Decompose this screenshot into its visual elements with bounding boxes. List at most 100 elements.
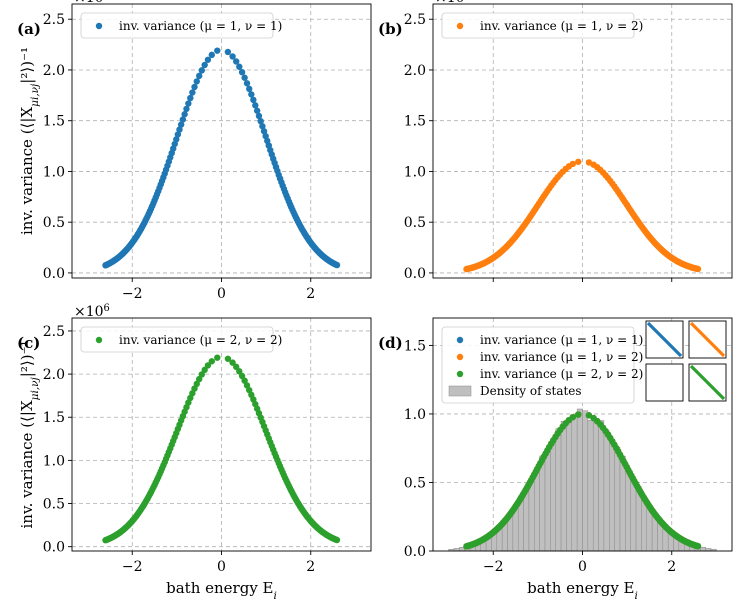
legend-box (80, 12, 274, 39)
xtick-label: 2 (306, 559, 315, 575)
data-point (176, 126, 183, 133)
matrix-diagonal (689, 321, 726, 358)
legend-label: Density of states (480, 384, 582, 398)
data-point (198, 371, 206, 378)
data-point (174, 131, 182, 138)
legend-marker (456, 353, 464, 361)
data-point (575, 158, 582, 165)
data-point (238, 68, 246, 76)
data-point (236, 63, 243, 70)
panel-c: 0.00.51.01.52.02.5−2 0 2×106(c)inv. varian… (17, 303, 372, 602)
series-orange (463, 158, 702, 273)
histogram-bar (603, 430, 610, 552)
data-point (204, 56, 212, 63)
data-point (224, 48, 232, 56)
ytick-label: 1.0 (43, 164, 65, 180)
legend-swatch (448, 385, 472, 397)
histogram-bar (555, 428, 562, 552)
data-point (248, 91, 255, 98)
ytick-label: 0.0 (404, 266, 426, 282)
legend: inv. variance (μ = 1, ν = 1) (80, 12, 282, 39)
ytick-label: 1.0 (43, 453, 65, 469)
data-point (208, 51, 215, 59)
matrix-inset-bottom-left (645, 363, 684, 402)
legend-label: inv. variance (μ = 1, ν = 1) (480, 333, 643, 347)
data-point (173, 136, 180, 143)
data-point (241, 74, 248, 81)
data-point (252, 102, 259, 109)
x-axis-label: bath energy Ei (166, 579, 277, 602)
legend-marker (456, 336, 464, 344)
histogram-bar (528, 481, 535, 552)
ytick-label: 1.0 (404, 164, 426, 180)
data-point (179, 116, 187, 123)
histogram-bar (534, 467, 540, 552)
panel-d: 0.0 0.5 1.0 1.5 −2 0 2 (d) bath energy Ei inv. va… (378, 317, 733, 602)
data-point (201, 366, 208, 374)
data-point (241, 377, 248, 384)
xtick-label: 0 (578, 559, 587, 575)
ytick-label: 0.5 (404, 215, 426, 231)
data-point (193, 78, 200, 85)
x-axis-label: bath energy Ei (527, 579, 638, 602)
ytick-label: 0.5 (404, 475, 426, 491)
data-point (694, 265, 702, 273)
ytick-label: 0.0 (404, 544, 426, 560)
histogram-bar (566, 421, 573, 552)
matrix-diagonal (689, 364, 726, 401)
xtick-label: −2 (122, 559, 143, 575)
data-point (187, 94, 194, 102)
data-point (250, 96, 257, 104)
ytick-label: 2.0 (43, 63, 65, 79)
histogram-bar (544, 449, 551, 552)
histogram-bar (630, 480, 637, 552)
axis-multiplier: ×106 (74, 0, 110, 6)
histogram-bar (576, 408, 583, 552)
legend-label: inv. variance (μ = 1, ν = 2) (480, 350, 643, 364)
data-point (243, 80, 251, 87)
legend: inv. variance (μ = 1, ν = 2) (441, 12, 643, 39)
data-point (694, 542, 702, 550)
ytick-label: 0.5 (43, 497, 65, 513)
legend-box (441, 12, 635, 39)
data-point (214, 354, 221, 361)
ytick-label: 0.5 (43, 215, 65, 231)
ytick-label: 2.0 (404, 63, 426, 79)
histogram-bar (571, 416, 578, 552)
data-point (191, 83, 198, 91)
data-point (214, 47, 221, 54)
histogram-bar (550, 442, 556, 552)
axis-multiplier: ×106 (435, 0, 471, 6)
y-axis-label: inv. variance (⟨|Xμi,νj|²⟩)⁻¹ (18, 47, 41, 235)
ytick-label: 0.0 (43, 266, 65, 282)
legend-label: inv. variance (μ = 1, ν = 1) (119, 19, 282, 33)
data-point (236, 368, 243, 375)
histogram-bar (582, 410, 589, 552)
xtick-label: 2 (306, 286, 315, 302)
ytick-label: 1.0 (404, 407, 426, 423)
data-point (183, 105, 190, 113)
xtick-label: 2 (667, 559, 676, 575)
histogram-bar (625, 469, 631, 552)
panel-label: (c) (17, 334, 40, 352)
histogram-bar (614, 447, 621, 552)
data-point (585, 412, 593, 419)
y-axis-label: inv. variance (⟨|Xμi,νj|²⟩)⁻¹ (18, 340, 41, 528)
panel-label: (d) (378, 334, 403, 352)
data-point (181, 111, 188, 118)
data-point (238, 372, 246, 380)
data-point (575, 411, 582, 418)
axis-multiplier: ×106 (74, 303, 110, 321)
data-point (333, 261, 341, 269)
legend: inv. variance (μ = 1, ν = 1) inv. varianc… (441, 326, 643, 404)
data-point (229, 359, 236, 366)
histogram-bar (560, 421, 567, 552)
legend-box (80, 326, 274, 353)
data-point (229, 53, 236, 60)
panel-b: 0.0 0.5 1.0 1.5 2.0 2.5 ×106 (b) inv. variance (… (378, 0, 733, 282)
panel-a: 0.0 0.5 1.0 1.5 2.0 2.5 −2 0 2 ×106 (a) inv. varian… (17, 0, 372, 302)
histogram-bar (609, 443, 615, 552)
ytick-label: 1.5 (43, 114, 65, 130)
ytick-label: 1.5 (404, 338, 426, 354)
